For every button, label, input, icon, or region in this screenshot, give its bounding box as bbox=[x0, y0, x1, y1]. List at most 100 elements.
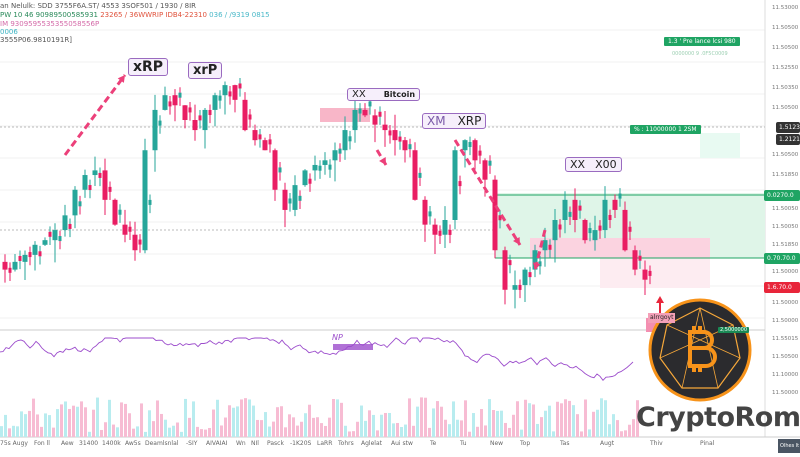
annotation-xx[interactable]: XX X00 bbox=[565, 157, 622, 172]
volume-bar bbox=[132, 428, 135, 437]
volume-bar bbox=[84, 407, 87, 437]
candle-body bbox=[202, 109, 208, 131]
volume-bar bbox=[536, 423, 539, 437]
time-label: Aglelat bbox=[361, 440, 382, 447]
volume-bar bbox=[376, 430, 379, 437]
level-label[interactable]: % : 11000000 1 2SM bbox=[630, 125, 701, 134]
volume-bar bbox=[240, 399, 243, 437]
volume-bar bbox=[228, 405, 231, 437]
volume-bars bbox=[0, 397, 639, 437]
volume-bar bbox=[168, 427, 171, 437]
volume-bar bbox=[260, 420, 263, 437]
annotation-xrp-1[interactable]: xRP bbox=[128, 58, 169, 76]
candle-body bbox=[408, 144, 412, 150]
candle-body bbox=[308, 178, 312, 184]
volume-bar bbox=[476, 426, 479, 437]
price-tick: 11.50000 bbox=[772, 269, 799, 275]
arrow-head-icon bbox=[513, 237, 520, 245]
candle-body bbox=[292, 185, 298, 210]
trend-arrow bbox=[453, 139, 522, 246]
volume-bar bbox=[4, 414, 7, 437]
candle-body bbox=[482, 160, 488, 180]
candle-body bbox=[118, 209, 122, 215]
price-tick: 11.50000 bbox=[772, 318, 799, 324]
volume-bar bbox=[528, 403, 531, 437]
price-badge-marker: 1.5123 bbox=[776, 122, 800, 133]
volume-bar bbox=[40, 426, 43, 437]
candle-body bbox=[232, 85, 238, 100]
brand-name: CryptoRom bbox=[636, 402, 800, 433]
volume-bar bbox=[268, 426, 271, 437]
candle-body bbox=[492, 179, 498, 251]
volume-bar bbox=[128, 413, 131, 437]
annotation-bitcoin[interactable]: XX Bitcoin bbox=[347, 88, 421, 101]
price-tick: 11.50500 bbox=[772, 152, 799, 158]
volume-bar bbox=[556, 401, 559, 437]
candle-body bbox=[638, 255, 642, 261]
candle-body bbox=[282, 189, 288, 210]
candle-body bbox=[128, 226, 132, 232]
candle-body bbox=[32, 244, 38, 255]
volume-bar bbox=[500, 410, 503, 437]
annotation-xrp-3[interactable]: XM XRP bbox=[422, 113, 487, 129]
indicator-line-2: 0006 bbox=[0, 28, 18, 36]
candle-body bbox=[612, 199, 618, 210]
candle-body bbox=[578, 205, 582, 211]
price-tick: 11.50500 bbox=[772, 45, 799, 51]
candle-body bbox=[38, 251, 42, 257]
candle-body bbox=[512, 285, 518, 290]
volume-bar bbox=[172, 425, 175, 437]
volume-bar bbox=[496, 410, 499, 437]
candle-body bbox=[392, 130, 398, 141]
rsi-tag-box bbox=[333, 344, 373, 350]
candle-body bbox=[522, 269, 528, 286]
volume-bar bbox=[596, 409, 599, 437]
volume-bar bbox=[480, 409, 483, 437]
annotation-xrp-2[interactable]: xrP bbox=[188, 62, 223, 79]
volume-bar bbox=[292, 417, 295, 437]
volume-bar bbox=[252, 405, 255, 437]
volume-bar bbox=[108, 399, 111, 437]
volume-bar bbox=[456, 419, 459, 437]
volume-bar bbox=[636, 400, 639, 437]
volume-bar bbox=[272, 421, 275, 437]
volume-bar bbox=[472, 413, 475, 437]
time-label: Te bbox=[430, 440, 437, 447]
price-tick: 11.52550 bbox=[772, 65, 799, 71]
candle-body bbox=[342, 130, 348, 151]
volume-bar bbox=[540, 417, 543, 437]
candle-body bbox=[278, 167, 282, 173]
candle-body bbox=[218, 95, 222, 101]
volume-bar bbox=[104, 422, 107, 437]
price-tick: 11.50500 bbox=[772, 354, 799, 360]
candle-body bbox=[518, 284, 522, 290]
volume-bar bbox=[584, 399, 587, 437]
candle-body bbox=[358, 108, 362, 114]
volume-bar bbox=[316, 417, 319, 437]
volume-bar bbox=[464, 400, 467, 437]
candle-body bbox=[438, 230, 442, 236]
volume-bar bbox=[32, 398, 35, 437]
up-arrow-icon bbox=[656, 296, 664, 303]
price-badge-entry: 0.70.70.0 bbox=[764, 253, 800, 264]
volume-bar bbox=[520, 429, 523, 437]
target-label[interactable]: 1.3 ' Pre lance lcsi 980 bbox=[664, 37, 740, 46]
candle-body bbox=[192, 120, 198, 131]
volume-bar bbox=[212, 409, 215, 437]
go-to-date-button[interactable]: Olhes lt bbox=[778, 439, 800, 453]
time-label: Aui stw bbox=[391, 440, 413, 447]
candle-body bbox=[222, 85, 228, 96]
volume-bar bbox=[572, 405, 575, 437]
candle-body bbox=[22, 254, 28, 262]
target-sublabel: 0000000 9 .0F5C0009 bbox=[672, 51, 728, 57]
volume-bar bbox=[360, 405, 363, 437]
time-label: AIVAIAI bbox=[206, 440, 228, 447]
volume-bar bbox=[284, 427, 287, 437]
volume-bar bbox=[208, 427, 211, 437]
candle-body bbox=[152, 109, 158, 151]
time-label: New bbox=[490, 440, 504, 447]
volume-bar bbox=[616, 420, 619, 437]
candle-body bbox=[428, 211, 432, 217]
volume-bar bbox=[460, 420, 463, 437]
